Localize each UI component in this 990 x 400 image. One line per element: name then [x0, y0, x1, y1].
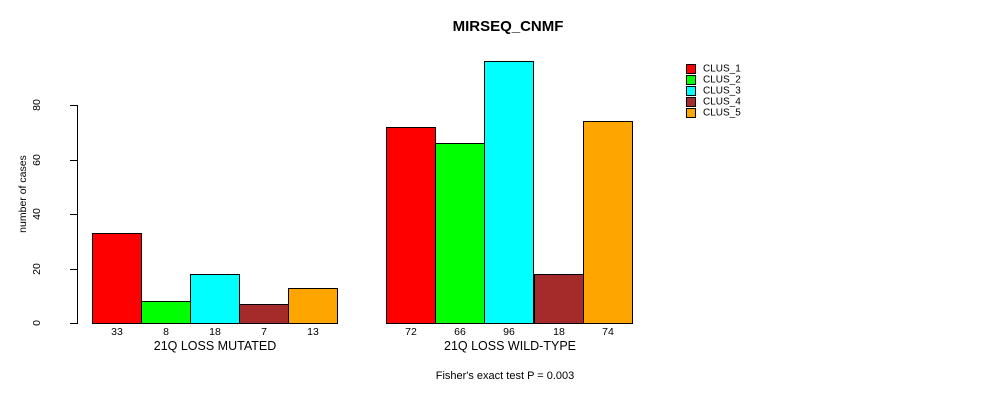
bar-value-label: 72 — [405, 326, 417, 338]
bar-value-label: 13 — [307, 326, 319, 338]
legend-swatch — [686, 75, 696, 85]
legend-label: CLUS_2 — [703, 74, 741, 86]
y-tick — [70, 160, 77, 161]
bar-value-label: 7 — [261, 326, 267, 338]
y-tick-label: 60 — [31, 154, 43, 166]
bar — [141, 301, 191, 324]
bar — [239, 304, 289, 324]
y-axis-line — [77, 105, 78, 324]
y-axis-label: number of cases — [17, 155, 29, 233]
y-tick-label: 80 — [31, 99, 43, 111]
bar-value-label: 66 — [454, 326, 466, 338]
bar-value-label: 96 — [503, 326, 515, 338]
legend-swatch — [686, 64, 696, 74]
bar — [190, 274, 240, 324]
legend-label: CLUS_3 — [703, 85, 741, 97]
bar-value-label: 74 — [602, 326, 614, 338]
legend-label: CLUS_5 — [703, 107, 741, 119]
bar — [386, 127, 436, 324]
legend-label: CLUS_1 — [703, 63, 741, 75]
bar — [92, 233, 142, 324]
bar — [583, 121, 633, 324]
bar — [435, 143, 485, 324]
legend-label: CLUS_4 — [703, 96, 741, 108]
bar — [484, 61, 534, 324]
bar-value-label: 18 — [209, 326, 221, 338]
legend-swatch — [686, 108, 696, 118]
bar-value-label: 33 — [111, 326, 123, 338]
group-label: 21Q LOSS MUTATED — [153, 339, 277, 353]
y-tick-label: 40 — [31, 208, 43, 220]
group-label: 21Q LOSS WILD-TYPE — [444, 339, 576, 353]
caption: Fisher's exact test P = 0.003 — [435, 370, 575, 382]
y-tick — [70, 269, 77, 270]
bar-value-label: 18 — [553, 326, 565, 338]
y-tick-label: 20 — [31, 263, 43, 275]
bar — [534, 274, 584, 324]
y-tick — [70, 323, 77, 324]
y-tick-label: 0 — [31, 320, 43, 326]
chart-title: MIRSEQ_CNMF — [452, 18, 564, 35]
y-tick — [70, 105, 77, 106]
legend-swatch — [686, 86, 696, 96]
legend-swatch — [686, 97, 696, 107]
bar-value-label: 8 — [163, 326, 169, 338]
bar — [288, 288, 338, 324]
y-tick — [70, 214, 77, 215]
